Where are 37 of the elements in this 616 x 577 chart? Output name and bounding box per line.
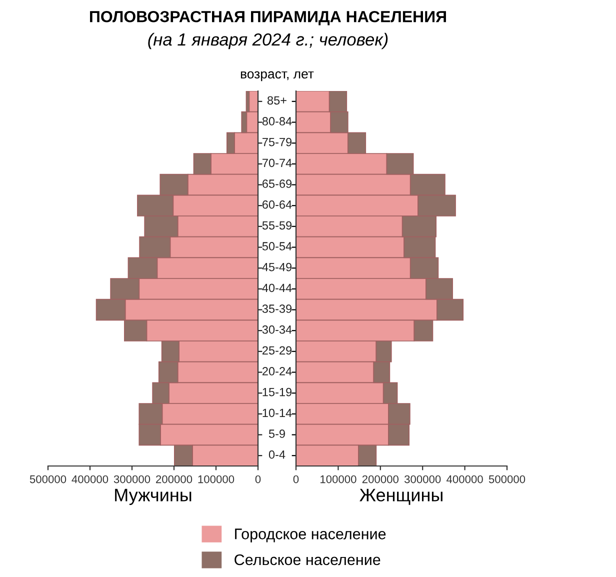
y-tick-label: 25-29 [262,346,292,355]
x-tick-label: 100000 [198,475,234,484]
y-tick-label: 45-49 [262,262,292,272]
y-tick-label: 75-79 [262,138,292,146]
x-tick-label: 300000 [114,475,150,484]
legend-label: Сельское население [234,554,380,566]
x-axis-title: Мужчины [115,488,192,505]
y-tick-label: 40-44 [262,284,292,292]
x-tick-label: 500000 [488,475,526,484]
x-tick-label: 200000 [362,475,399,484]
y-tick-label: 10-14 [262,408,292,418]
y-tick-label: 15-19 [262,388,292,396]
x-tick-label: 100000 [320,475,356,484]
y-tick-label: 85+ [268,96,286,105]
y-tick-label: 50-54 [262,242,292,250]
x-tick-label: 500000 [30,475,66,484]
y-tick-label: 80-84 [262,117,292,126]
x-tick-label: 200000 [156,475,192,484]
y-tick-label: 65-69 [262,180,292,188]
x-tick-label: 400000 [446,475,483,484]
y-tick-label: 60-64 [262,200,292,209]
y-tick-label: 20-24 [262,367,292,376]
chart-subtitle: (на 1 января 2024 г.; человек) [148,32,388,50]
x-tick-label: 400000 [72,475,108,484]
y-axis-title: возраст, лет [240,71,314,82]
y-tick-label: 35-39 [262,304,292,313]
x-tick-label: 0 [255,475,261,484]
y-tick-label: 30-34 [262,325,292,334]
y-tick-label: 0-4 [268,450,286,459]
x-tick-label: 0 [293,475,299,484]
x-axis-title: Женщины [360,488,442,505]
y-tick-label: 55-59 [262,221,292,230]
legend-label: Городское население [235,528,386,542]
chart-title: ПОЛОВОЗРАСТНАЯ ПИРАМИДА НАСЕЛЕНИЯ [90,10,446,26]
y-tick-label: 5-9 [268,430,285,438]
y-tick-label: 70-74 [262,158,292,168]
x-tick-label: 300000 [404,475,441,484]
